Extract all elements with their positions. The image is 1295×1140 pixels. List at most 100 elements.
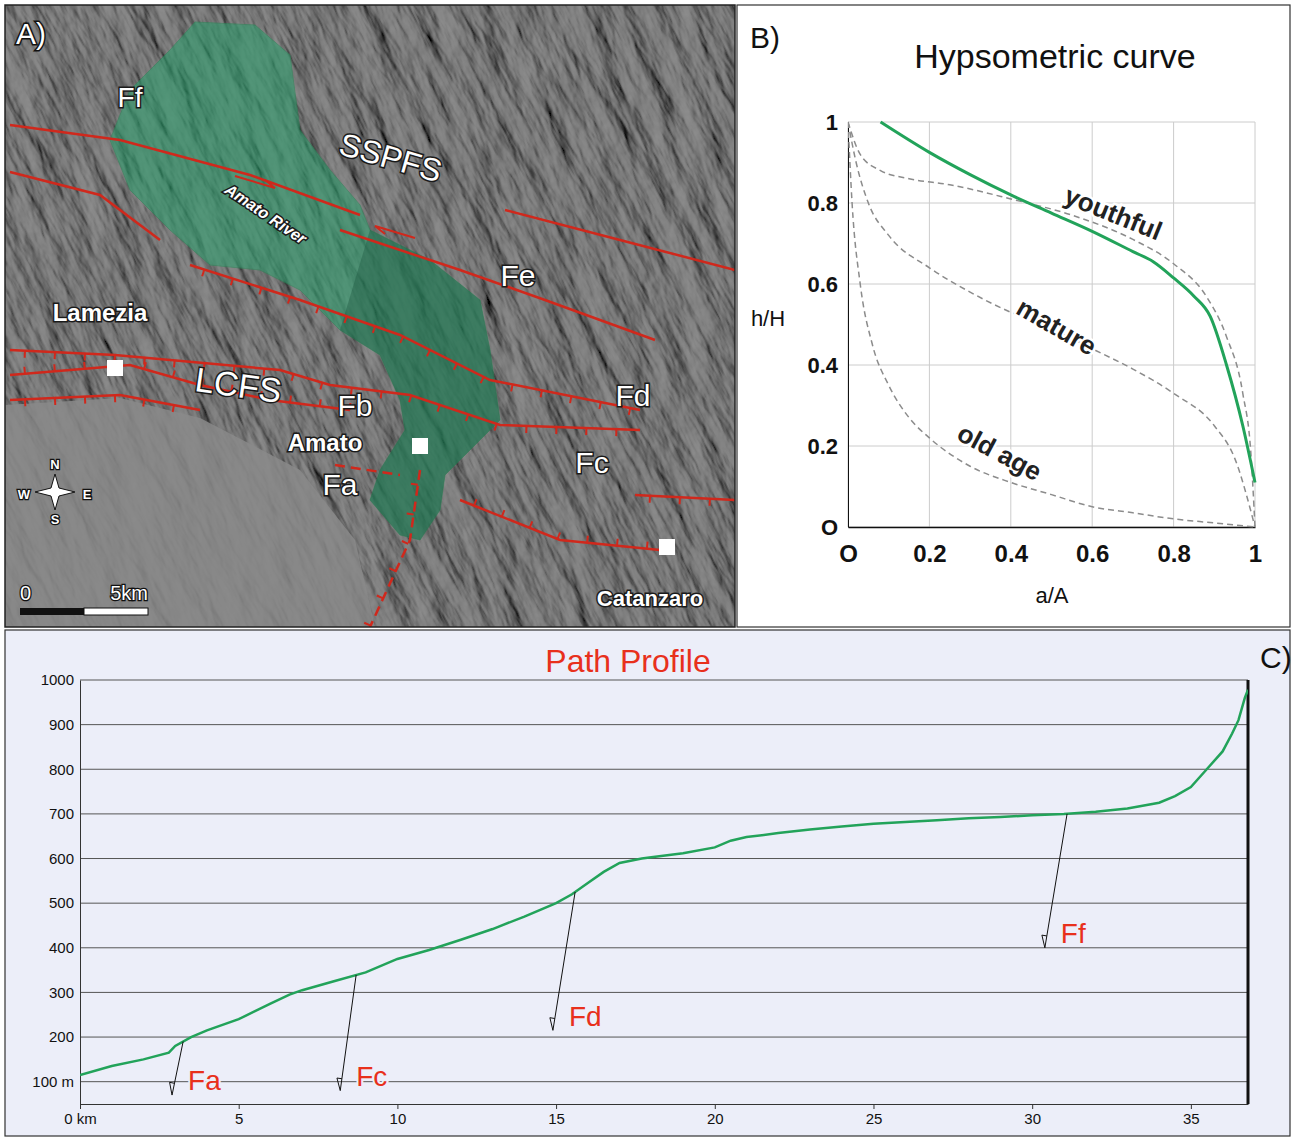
tick-mark — [80, 1104, 81, 1109]
hypsometric-panel: O0.20.40.60.81O0.20.40.60.81youthfulmatu… — [737, 5, 1290, 627]
fault-tick — [289, 396, 292, 403]
tick: 30 — [1024, 1104, 1041, 1127]
fault-trace — [172, 1042, 183, 1096]
fault-line — [460, 500, 660, 550]
reference-curve — [848, 122, 1255, 527]
map-label: Catanzaro — [597, 586, 703, 611]
map-label: Fa — [322, 468, 357, 501]
grid-line — [848, 203, 1255, 204]
map-labels: FfSSPFSAmato RiverFeLameziaLCFSFbAmatoFa… — [53, 82, 704, 610]
tick-label: 1000 — [41, 671, 74, 688]
panel-background — [737, 5, 1290, 627]
tick-label: 5 — [235, 1110, 243, 1127]
fault-tick — [24, 399, 26, 406]
grid-line — [848, 527, 1255, 528]
hillshade-relief — [5, 5, 735, 627]
tick-label: 600 — [49, 850, 74, 867]
fault-tick — [344, 316, 346, 323]
compass: NSWE — [18, 457, 92, 527]
scale-bar-black — [20, 608, 84, 615]
fault-tick — [143, 400, 144, 407]
map-content — [5, 5, 735, 627]
map-label: Fe — [500, 259, 535, 292]
scale-label: 0 — [20, 582, 31, 604]
tick: 25 — [866, 1104, 883, 1127]
grid-line — [1255, 122, 1256, 527]
fault-line — [10, 365, 350, 410]
tick: 0.6 — [807, 272, 848, 297]
fault-tick — [54, 398, 56, 405]
tick-mark — [239, 1104, 240, 1109]
tick-label: 0.4 — [995, 540, 1029, 567]
fault-tick — [466, 414, 468, 421]
fault-tick — [259, 288, 261, 295]
fault-tick — [411, 483, 418, 486]
x-axis: 0 km5101520253035 — [64, 1104, 1248, 1127]
lowland — [5, 398, 375, 627]
tick-label: 0.4 — [807, 353, 838, 378]
fault-tick — [84, 397, 86, 404]
map-panel: FfSSPFSAmato RiverFeLameziaLCFSFbAmatoFa… — [0, 0, 1295, 1140]
grid-line — [848, 446, 1255, 447]
tick-label: 800 — [49, 761, 74, 778]
fault-tick — [84, 354, 86, 361]
fault-tick — [288, 297, 290, 304]
fault-tick — [83, 362, 86, 369]
fault-tick — [407, 513, 414, 516]
tick-label: 35 — [1183, 1110, 1200, 1127]
tick-label: O — [839, 540, 858, 567]
basin-curve — [881, 122, 1255, 482]
profile-panel: 0 km5101520253035100 m200300400500600700… — [5, 630, 1292, 1136]
tick: 100 m — [32, 1073, 80, 1090]
tick: 500 — [49, 894, 80, 911]
tick: 1 — [1249, 527, 1262, 567]
scale-bar-white — [84, 608, 148, 615]
fault-tick — [615, 429, 617, 436]
map-label: Fd — [615, 379, 650, 412]
tick-label: 15 — [548, 1110, 565, 1127]
tick-label: 100 m — [32, 1073, 74, 1090]
fault-arrow — [170, 1082, 175, 1095]
tick-label: 1 — [826, 110, 838, 135]
tick: 0.4 — [995, 527, 1029, 567]
plot-end — [1247, 680, 1250, 1104]
fault-line — [10, 395, 200, 410]
grid — [848, 122, 1255, 527]
fault-tick — [54, 352, 56, 359]
faults — [10, 125, 735, 627]
fault-tick — [173, 360, 176, 367]
map-label: Amato — [288, 429, 363, 456]
chart-title: Hypsometric curve — [914, 37, 1196, 75]
panel-label: B) — [750, 21, 780, 54]
tick: 900 — [49, 716, 80, 733]
profile-line — [80, 690, 1248, 1075]
curve-label: youthful — [1060, 180, 1166, 246]
fault-label: Ff — [1061, 918, 1086, 949]
grid-line — [80, 1037, 1248, 1038]
fault-tick — [557, 532, 560, 538]
tick: 600 — [49, 850, 80, 867]
fault-line — [505, 210, 735, 270]
fault-line — [10, 350, 640, 430]
grid-line — [848, 122, 849, 527]
fault-arrow — [1042, 935, 1047, 948]
map-label: SSPFS — [335, 126, 446, 190]
fault-tick — [616, 539, 619, 546]
grid-line — [80, 680, 1248, 681]
grid-line — [848, 122, 1255, 123]
x-axis-line — [81, 1104, 1249, 1105]
tick-label: 10 — [390, 1110, 407, 1127]
tick-label: 0.6 — [807, 272, 838, 297]
hillshade — [5, 5, 735, 627]
grid — [80, 680, 1248, 1082]
fault-tick — [53, 364, 56, 371]
fault-trace — [340, 975, 356, 1091]
scale-bar: 05km — [20, 582, 148, 615]
fault-tick — [319, 399, 322, 406]
x-axis-line — [849, 527, 1256, 529]
grid-line — [848, 365, 1255, 366]
reference-curve — [848, 122, 1255, 527]
figure: FfSSPFSAmato RiverFeLameziaLCFSFbAmatoFa… — [0, 0, 1295, 1140]
panel-border — [5, 5, 735, 627]
tick-mark — [1191, 1104, 1192, 1109]
